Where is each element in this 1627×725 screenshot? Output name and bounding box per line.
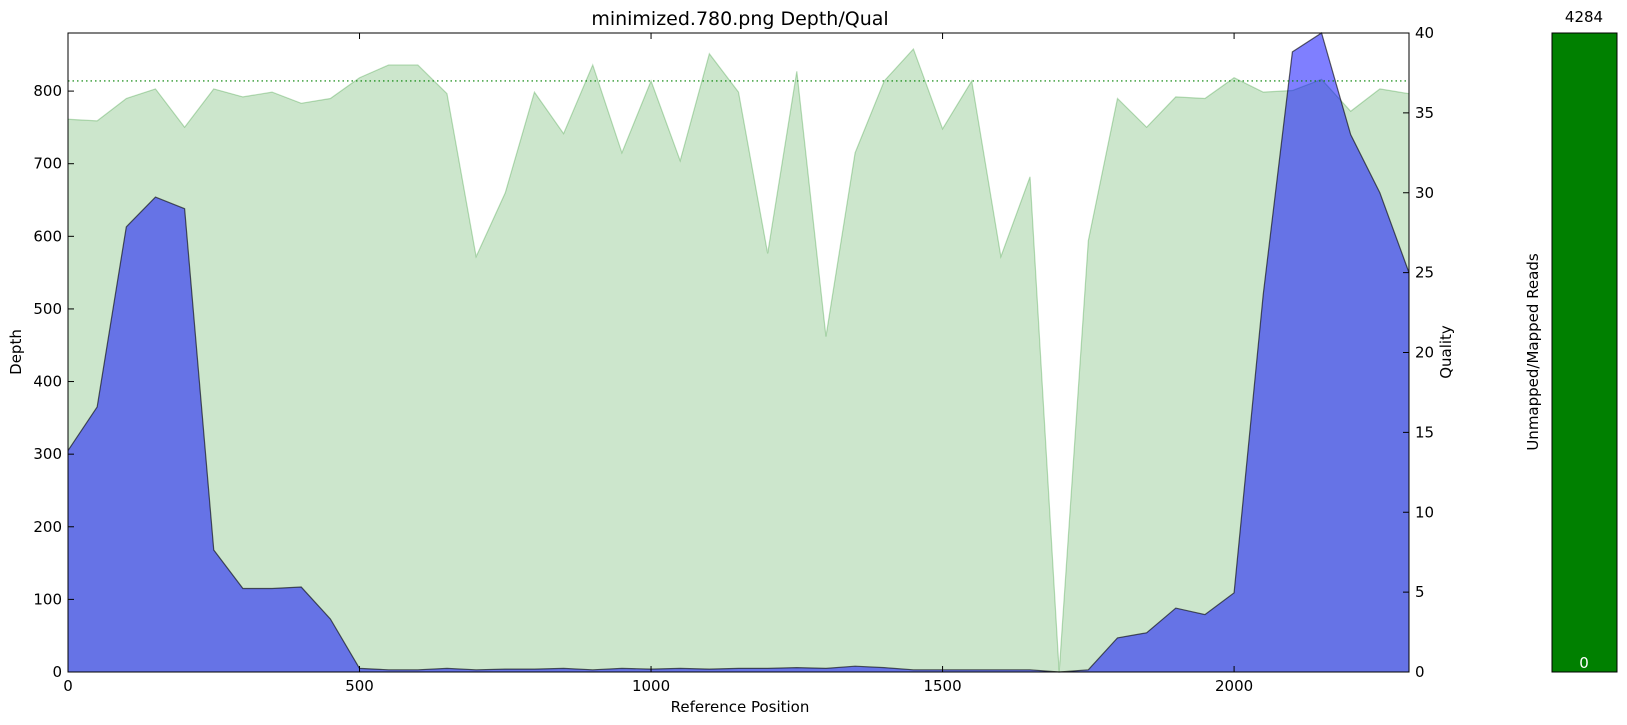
chart-title: minimized.780.png Depth/Qual: [591, 8, 888, 30]
y-axis-right: 0 5 10 15 20 25 30 35 40: [1403, 24, 1434, 681]
y2-tick-label: 20: [1415, 344, 1434, 362]
x-tick-label: 0: [63, 677, 73, 695]
y2-tick-label: 15: [1415, 423, 1434, 441]
depth-area-layer: [67, 32, 1410, 673]
x-tick-label: 1000: [632, 677, 670, 695]
y-tick-label: 0: [52, 663, 62, 681]
y2-tick-label: 10: [1415, 503, 1434, 521]
y2-tick-label: 30: [1415, 184, 1434, 202]
y2-tick-label: 35: [1415, 104, 1434, 122]
x-tick-label: 1500: [923, 677, 961, 695]
y-tick-label: 500: [33, 300, 62, 318]
mapped-reads-bar: [1551, 32, 1618, 673]
y2-tick-label: 5: [1415, 583, 1425, 601]
x-tick-label: 2000: [1215, 677, 1253, 695]
reads-bar-chart: 4284 0 Unmapped/Mapped Reads: [1524, 8, 1618, 673]
x-axis-label: Reference Position: [671, 698, 810, 716]
y-tick-label: 100: [33, 590, 62, 608]
depth-line: [67, 32, 1410, 673]
quality-area-layer: [67, 47, 1410, 673]
y2-tick-label: 0: [1415, 663, 1425, 681]
y-tick-label: 600: [33, 227, 62, 245]
depth-area: [68, 33, 1409, 672]
y-tick-label: 700: [33, 155, 62, 173]
y2-tick-label: 40: [1415, 24, 1434, 42]
y2-axis-label: Quality: [1437, 325, 1455, 379]
y-tick-label: 300: [33, 445, 62, 463]
y2-tick-label: 25: [1415, 264, 1434, 282]
x-tick-label: 500: [345, 677, 374, 695]
reads-axis-label: Unmapped/Mapped Reads: [1524, 253, 1542, 451]
y-tick-label: 800: [33, 82, 62, 100]
y-axis-label: Depth: [7, 329, 25, 375]
quality-line: [67, 47, 1410, 673]
y-tick-label: 400: [33, 373, 62, 391]
reads-top-label: 4284: [1565, 8, 1603, 26]
x-axis: 0 500 1000 1500 2000: [63, 33, 1253, 695]
quality-area: [68, 48, 1409, 673]
reads-bottom-label: 0: [1579, 654, 1589, 672]
y-axis-left: 0 100 200 300 400 500 600 700 800: [33, 82, 74, 681]
y-tick-label: 200: [33, 518, 62, 536]
